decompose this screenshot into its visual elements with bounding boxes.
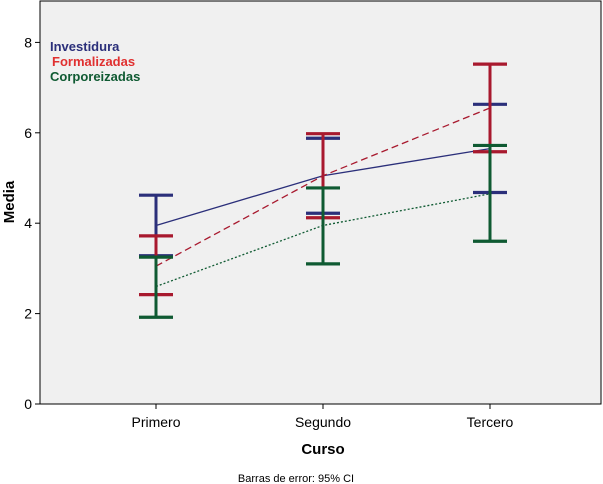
x-tick-label-tercero: Tercero [467, 414, 514, 430]
legend-entry-investidura: Investidura [50, 39, 120, 54]
x-axis: Primero Segundo Tercero [131, 404, 514, 430]
legend-entry-formalizadas: Formalizadas [52, 54, 135, 69]
footnote: Barras de error: 95% CI [238, 473, 354, 484]
y-tick-label-4: 4 [24, 215, 32, 231]
y-tick-label-0: 0 [24, 396, 32, 412]
x-axis-title: Curso [301, 441, 344, 458]
y-tick-label-8: 8 [24, 34, 32, 50]
x-tick-label-segundo: Segundo [295, 414, 351, 430]
y-axis-title: Media [1, 180, 18, 223]
plot-area [39, 0, 602, 405]
errorbar-corporeizadas-primero [139, 255, 173, 319]
errorbar-layer [139, 62, 507, 319]
y-axis: 0 2 4 6 8 [24, 34, 40, 412]
errorbar-corporeizadas-segundo [306, 186, 340, 266]
legend-entry-corporeizadas: Corporeizadas [50, 69, 140, 84]
x-tick-label-primero: Primero [131, 414, 180, 430]
y-tick-label-6: 6 [24, 125, 32, 141]
errorbar-corporeizadas-tercero [473, 143, 507, 243]
y-tick-label-2: 2 [24, 306, 32, 322]
